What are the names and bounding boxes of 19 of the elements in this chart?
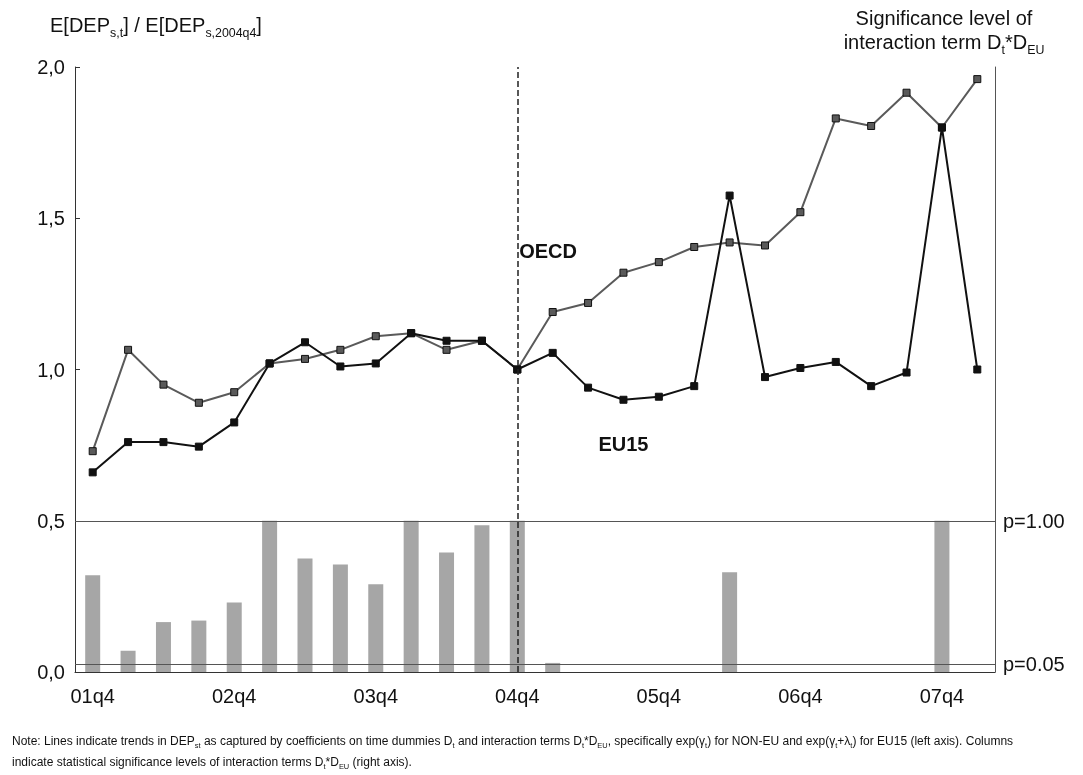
- text: Note: Lines indicate trends in DEP$_{st}$ as captured by coefficients on time dummies D$_{t}$ and interaction terms D$_{t}$*D$_{EU}$, specifically exp(γ$_{t}$) for NON-EU and exp(γ$_{t}$+λ$_{t}$) for EU15 (left axis). Columns indicate statistical significance levels of interaction terms D$_{t}$*D$_{EU}$ (right axis).: [12, 734, 1014, 772]
- y-tick-label: 1,5: [37, 207, 65, 230]
- x-tick-label: 06q4: [778, 685, 823, 707]
- y-axis-title: E[DEP$_{s,t}$] / E[DEP$_{s,2004q4}$]: [50, 14, 262, 40]
- y-tick-label: 0,0: [37, 661, 65, 683]
- x-tick-label: 03q4: [353, 685, 399, 707]
- x-tick-label: 02q4: [211, 685, 257, 707]
- x-tick-label: 04q4: [495, 685, 540, 707]
- y2-tick-label: p=1.00: [1003, 509, 1065, 532]
- series-label: OECD: [519, 239, 577, 262]
- y2-tick-label: p=0.05: [1003, 653, 1065, 676]
- y-tick-label: 1,0: [37, 358, 65, 381]
- y-tick-label: 2,0: [37, 56, 65, 78]
- series-label: EU15: [598, 432, 649, 455]
- x-tick-label: 05q4: [636, 685, 682, 707]
- y-tick-label: 0,5: [37, 509, 65, 532]
- y2-axis-title: Significance level of interaction term D$_{t}$*D$_{EU}$: [842, 6, 1046, 59]
- x-tick-label: 01q4: [70, 685, 115, 707]
- x-tick-label: 07q4: [919, 685, 965, 707]
